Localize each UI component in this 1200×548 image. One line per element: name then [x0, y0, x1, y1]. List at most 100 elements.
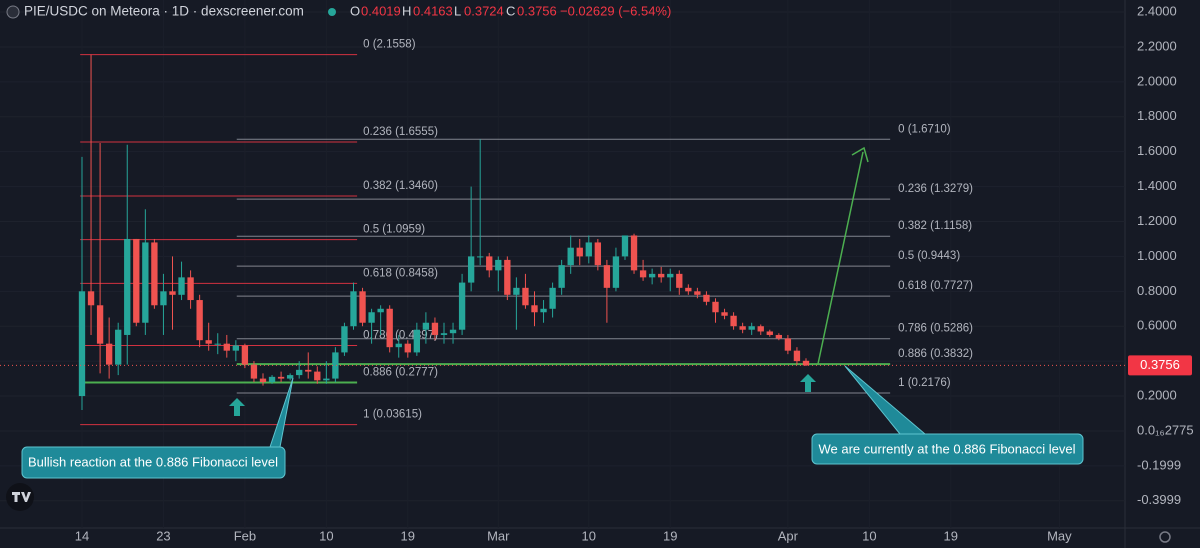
candle-body — [422, 322, 430, 330]
fib-label: 0 (2.1558) — [363, 39, 416, 51]
candle-body — [341, 326, 348, 353]
candle-body — [458, 282, 466, 330]
candle-body — [576, 247, 583, 257]
candle-body — [513, 287, 520, 295]
candle-body — [685, 287, 692, 292]
candle-body — [703, 294, 710, 302]
ohlc-value: 0.4163 — [413, 3, 453, 18]
logo — [6, 5, 20, 19]
ohlc-key: L — [454, 3, 461, 18]
candle-body — [124, 238, 131, 335]
candle-body — [730, 315, 737, 327]
candle-body — [205, 340, 212, 344]
candle-body — [223, 343, 230, 351]
candle-body — [558, 265, 565, 288]
candle-body — [549, 287, 556, 309]
watermark-logo — [12, 492, 31, 502]
candle-body — [748, 326, 755, 330]
settings-button[interactable] — [1159, 531, 1171, 543]
candle-body — [531, 305, 538, 313]
ohlc-value: 0.4019 — [361, 3, 401, 18]
fib-label: 0.236 (1.6555) — [363, 126, 438, 138]
y-tick-label: -0.3999 — [1137, 492, 1181, 507]
candle-body — [105, 343, 113, 365]
candle-body — [314, 371, 321, 381]
x-tick-label: May — [1047, 528, 1072, 543]
candle-body — [467, 256, 475, 283]
fib-label: 1 (0.03615) — [363, 409, 422, 421]
up-arrow — [800, 374, 816, 392]
watermark — [6, 483, 34, 511]
candle-body — [639, 270, 647, 278]
candle-body — [169, 291, 176, 295]
y-tick-label: 0.2000 — [1137, 387, 1177, 402]
candle-body — [78, 291, 86, 397]
candle-body — [784, 338, 792, 351]
ohlc-value: 0.3756 — [517, 3, 557, 18]
y-tick-label: 1.4000 — [1137, 178, 1177, 193]
candle-body — [486, 256, 493, 271]
candle-body — [504, 259, 511, 295]
candle-body — [495, 259, 502, 271]
fib-label: 0.786 (0.4897) — [363, 330, 438, 342]
fib-label: 0.786 (0.5286) — [898, 323, 973, 335]
fib-label: 0.618 (0.8458) — [363, 267, 438, 279]
fib-label: 1 (0.2176) — [898, 377, 951, 389]
candle-body — [793, 350, 801, 362]
candle-body — [802, 360, 810, 366]
projection-arrow-head — [851, 146, 869, 163]
y-tick-label: 1.2000 — [1137, 213, 1177, 228]
candle-body — [621, 235, 629, 257]
candle-body — [241, 345, 249, 365]
candle-body — [404, 343, 411, 353]
candle-body — [133, 238, 140, 323]
fib-label: 0.5 (1.0959) — [363, 224, 425, 236]
y-tick-label: -0.1999 — [1137, 457, 1181, 472]
candle-body — [567, 247, 574, 266]
candle-body — [449, 329, 457, 334]
candle-body — [142, 242, 149, 323]
x-tick-label: Feb — [234, 528, 256, 543]
candle-body — [151, 242, 158, 306]
change-value: −0.02629 (−6.54%) — [560, 3, 671, 18]
candle-body — [250, 364, 258, 379]
candle-body — [630, 235, 638, 271]
candle-body — [440, 333, 448, 335]
y-tick-label: 1.6000 — [1137, 143, 1177, 158]
fib-label: 0.618 (0.7727) — [898, 280, 973, 292]
y-tick-label: 0.6000 — [1137, 318, 1177, 333]
candle-body — [296, 369, 303, 376]
candle-body — [286, 375, 294, 379]
candle-body — [96, 305, 104, 344]
candle-body — [268, 376, 276, 383]
candle-body — [694, 291, 701, 295]
candles — [78, 54, 810, 411]
candle-body — [368, 312, 375, 323]
y-tick-label: 2.4000 — [1137, 3, 1177, 18]
x-tick-label: 23 — [156, 528, 170, 543]
candle-body — [603, 265, 611, 288]
ohlc-key: C — [506, 3, 515, 18]
candle-body — [413, 329, 421, 353]
y-tick-label: 1.8000 — [1137, 108, 1177, 123]
candle-body — [386, 308, 393, 348]
status-dot — [328, 8, 336, 16]
y-tick-label: 0.0₁₆2775 — [1137, 422, 1194, 437]
fib-label: 0.886 (0.2777) — [363, 367, 438, 379]
ohlc-key: O — [350, 3, 360, 18]
candle-body — [359, 291, 366, 323]
callout-text: Bullish reaction at the 0.886 Fibonacci … — [28, 454, 278, 469]
candle-body — [187, 277, 194, 301]
y-tick-label: 2.2000 — [1137, 38, 1177, 53]
candle-body — [87, 291, 95, 306]
candle-body — [612, 256, 620, 288]
candle-body — [775, 334, 783, 339]
candle-body — [377, 308, 384, 313]
candle-body — [648, 273, 656, 278]
candle-body — [395, 343, 402, 348]
candle-body — [115, 329, 122, 365]
x-tick-label: 10 — [582, 528, 596, 543]
fib-label: 0.382 (1.1158) — [898, 220, 972, 232]
fib-retracements: 0 (2.1558) 0.236 (1.6555) 0.382 (1.3460) 0.… — [80, 39, 973, 426]
